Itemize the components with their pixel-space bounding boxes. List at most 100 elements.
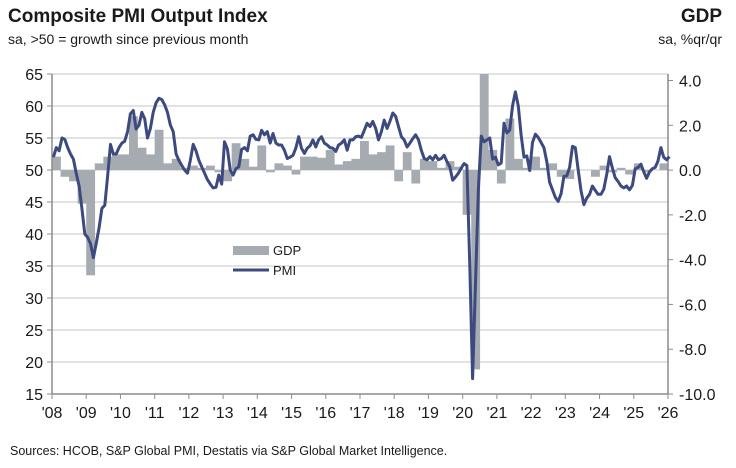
right-tick-label: 2.0 [679,118,701,135]
gdp-bar [360,140,369,171]
gdp-bar [111,154,121,171]
x-tick-label: '20 [452,405,473,422]
legend-gdp-label: GDP [273,243,301,258]
x-tick-label: '17 [350,405,371,422]
x-tick-label: '21 [486,405,507,422]
gdp-bar [146,154,155,171]
gdp-bar [308,156,318,171]
gdp-bar [479,74,489,171]
right-tick-label: -10.0 [679,387,716,404]
gdp-bar [428,161,438,171]
gdp-bar [385,145,395,171]
gdp-bar [265,170,275,173]
gdp-bar [496,170,506,184]
right-tick-label: -8.0 [679,342,707,359]
x-tick-label: '12 [178,405,199,422]
gdp-bar [505,118,515,171]
left-tick-label: 20 [25,355,43,372]
gdp-bar [591,170,600,177]
right-tick-label: 4.0 [679,73,701,90]
chart-title: Composite PMI Output Index [8,6,268,27]
gdp-bar [231,143,241,171]
x-tick-label: '14 [247,405,268,422]
x-tick-label: '08 [42,405,63,422]
left-tick-label: 50 [25,163,43,180]
x-tick-label: '19 [418,405,439,422]
x-tick-label: '15 [281,405,302,422]
right-tick-label: -4.0 [679,253,707,270]
gdp-bar [129,116,138,171]
left-tick-label: 25 [25,323,43,340]
source-note: Sources: HCOB, S&P Global PMI, Destatis … [10,444,448,458]
gdp-bar [274,163,284,171]
legend-gdp-swatch [233,246,269,255]
left-tick-label: 60 [25,99,43,116]
right-axis-title: GDP [680,6,722,27]
gdp-bar [240,158,250,171]
pmi-line [51,90,671,381]
gdp-bar [69,170,78,182]
legend: GDP PMI [233,243,301,278]
gdp-bar [625,170,635,175]
x-tick-label: '22 [521,405,542,422]
left-tick-label: 30 [25,291,43,308]
x-tick-label: '11 [145,405,165,422]
gdp-bar [283,165,292,171]
gdp-bar [154,129,164,171]
gdp-bar [52,156,61,171]
gdp-bar [437,167,446,171]
gdp-bar [419,158,429,171]
gdp-bar [188,165,198,171]
gdp-bar [86,170,96,276]
x-tick-label: '10 [110,405,131,422]
left-tick-label: 65 [25,67,43,84]
left-tick-label: 45 [25,195,43,212]
right-tick-label: -2.0 [679,208,707,225]
gdp-bar [368,154,378,171]
gdp-bar [548,163,558,171]
gdp-bar [300,156,309,171]
gdp-bar [454,166,463,171]
gdp-bar [377,152,386,171]
right-axis-subtitle: sa, %qr/qr [658,31,722,47]
right-tick-label: -6.0 [679,297,707,314]
gdp-bar [223,170,232,182]
gdp-bar [120,154,130,171]
gdp-bar [342,161,352,171]
x-tick-label: '23 [555,405,576,422]
gdp-bar [334,164,344,171]
x-tick-label: '18 [384,405,405,422]
gdp-bar [402,152,412,171]
gdp-bar [257,145,267,171]
gdp-bar [616,167,626,171]
gdp-bar [94,163,104,171]
gdp-bar [556,170,566,177]
gdp-bar [317,157,327,171]
gdp-bar [171,158,181,171]
x-tick-label: '26 [658,405,679,422]
gdp-bar [351,158,361,171]
gdp-bar [60,170,70,177]
gdp-bar [522,167,532,171]
gdp-bar [325,149,335,171]
gdp-bar [642,170,652,173]
x-tick-label: '16 [315,405,336,422]
gdp-bar [531,156,540,171]
left-tick-label: 55 [25,131,43,148]
left-tick-label: 35 [25,259,43,276]
left-tick-label: 40 [25,227,43,244]
gdp-bar [137,147,147,171]
legend-pmi-label: PMI [273,263,296,278]
gdp-bar [163,163,173,171]
gdp-bar [77,170,87,204]
x-tick-label: '24 [589,405,610,422]
gdp-bar [514,158,523,171]
x-tick-label: '13 [213,405,234,422]
gdp-bar [539,167,549,171]
right-tick-label: 0.0 [679,163,701,180]
left-tick-label: 15 [25,387,43,404]
gdp-bar [565,170,575,180]
gdp-bar [248,166,258,171]
gdp-bar [411,170,421,184]
